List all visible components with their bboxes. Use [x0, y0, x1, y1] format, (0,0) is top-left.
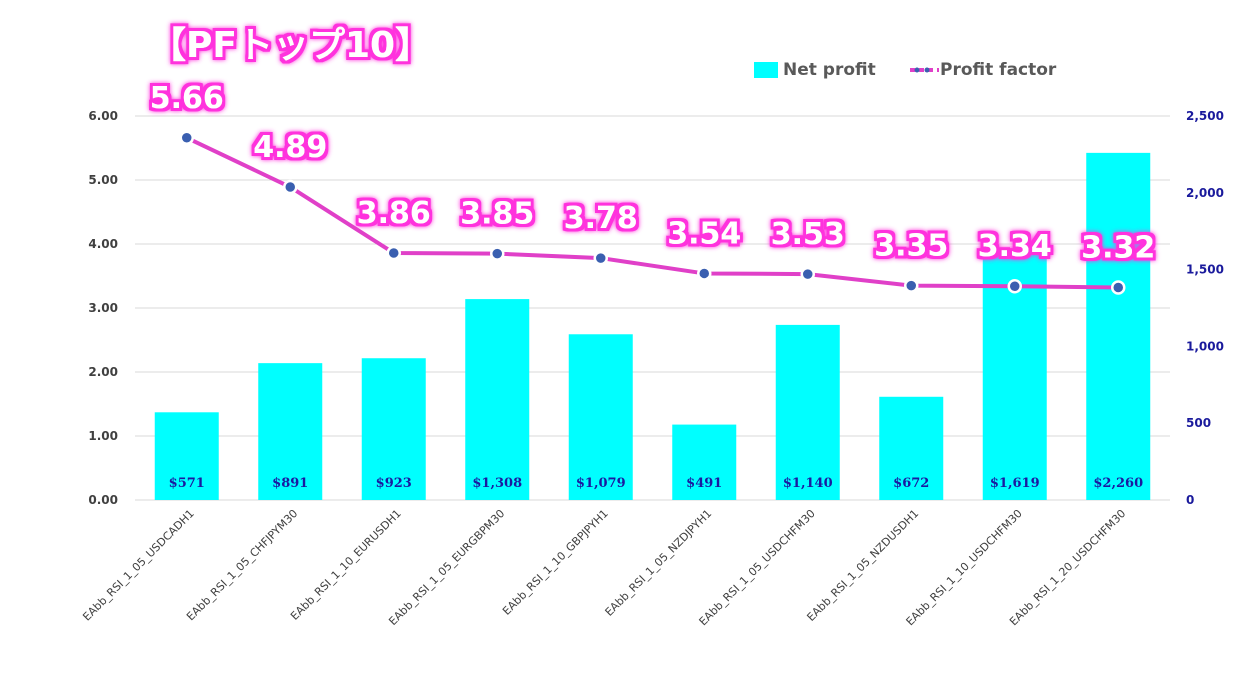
net-profit-data-label: $1,619	[990, 476, 1040, 491]
net-profit-bar	[672, 424, 737, 500]
profit-factor-data-label: 4.89	[253, 130, 327, 165]
legend-profit-factor-label: Profit factor	[940, 60, 1057, 80]
net-profit-data-label: $672	[893, 476, 929, 491]
profit-factor-point	[386, 245, 401, 261]
profit-factor-point	[283, 179, 298, 195]
profit-factor-data-label: 3.85	[460, 197, 534, 232]
left-axis-tick-label: 1.00	[88, 429, 118, 443]
profit-factor-point	[697, 266, 712, 281]
right-axis-tick-label: 500	[1186, 416, 1211, 430]
profit-factor-labels: 5.66 4.89 3.86 3.85 3.78 3.54 3.53 3.35 3.34 3.32	[150, 81, 1156, 266]
net-profit-data-label: $891	[272, 476, 308, 491]
net-profit-bar	[154, 412, 219, 500]
left-axis-tick-label: 4.00	[88, 237, 118, 251]
profit-factor-data-label: 3.35	[874, 229, 948, 264]
net-profit-bar	[1086, 152, 1151, 500]
net-profit-data-label: $1,140	[783, 476, 833, 491]
profit-factor-data-label: 3.32	[1081, 231, 1155, 266]
profit-factor-line	[179, 130, 1126, 295]
chart-title: 【PFトップ10】	[150, 25, 431, 66]
category-label: EAbb_RSI_1_10_GBPJPYH1	[500, 507, 611, 618]
left-axis: 0.00 1.00 2.00 3.00 4.00 5.00 6.00	[88, 109, 118, 507]
profit-factor-point	[904, 278, 919, 293]
right-axis-tick-label: 2,500	[1186, 109, 1224, 123]
net-profit-bar	[879, 396, 944, 500]
category-label: EAbb_RSI_1_10_USDCHFM30	[904, 507, 1025, 628]
category-label: EAbb_RSI_1_10_EURUSDH1	[288, 507, 404, 623]
net-profit-bar	[465, 299, 530, 500]
net-profit-bar	[361, 358, 426, 500]
category-label: EAbb_RSI_1_05_EURGBPM30	[386, 507, 507, 628]
profit-factor-point	[593, 250, 608, 266]
net-profit-bar	[258, 363, 323, 500]
category-label: EAbb_RSI_1_05_NZDUSDH1	[804, 507, 921, 624]
profit-factor-point	[490, 246, 505, 261]
left-axis-tick-label: 5.00	[88, 173, 118, 187]
net-profit-data-label: $923	[376, 476, 412, 491]
category-label: EAbb_RSI_1_05_USDCHFM30	[697, 507, 818, 628]
category-label: EAbb_RSI_1_05_CHFJPYM30	[184, 507, 300, 623]
net-profit-bars	[154, 152, 1151, 500]
net-profit-data-label: $2,260	[1093, 476, 1143, 491]
profit-factor-series-line	[185, 135, 1119, 290]
net-profit-labels: $571 $891 $923 $1,308 $1,079 $491 $1,140 $672 $1…	[169, 476, 1143, 491]
category-label: EAbb_RSI_1_05_USDCADH1	[80, 507, 197, 624]
net-profit-data-label: $1,079	[576, 476, 626, 491]
legend-net-profit-label: Net profit	[783, 60, 876, 80]
legend-profit-factor-swatch	[910, 67, 939, 73]
category-label: EAbb_RSI_1_05_NZDJPYH1	[603, 507, 715, 619]
profit-factor-point	[1111, 280, 1126, 295]
left-axis-tick-label: 2.00	[88, 365, 118, 379]
net-profit-data-label: $1,308	[472, 476, 522, 491]
profit-factor-data-label: 3.86	[357, 196, 431, 231]
legend-net-profit-swatch	[754, 62, 778, 78]
left-axis-tick-label: 6.00	[88, 109, 118, 123]
net-profit-data-label: $491	[686, 476, 722, 491]
net-profit-data-label: $571	[169, 476, 205, 491]
right-axis-tick-label: 0	[1186, 493, 1194, 507]
net-profit-bar	[775, 324, 840, 500]
profit-factor-data-label: 3.54	[667, 216, 741, 251]
left-axis-tick-label: 0.00	[88, 493, 118, 507]
profit-factor-data-label: 3.34	[978, 229, 1052, 264]
category-label: EAbb_RSI_1_20_USDCHFM30	[1007, 507, 1128, 628]
profit-factor-data-label: 3.78	[564, 201, 638, 236]
right-axis-tick-label: 1,500	[1186, 263, 1224, 277]
left-axis-tick-label: 3.00	[88, 301, 118, 315]
category-labels: EAbb_RSI_1_05_USDCADH1EAbb_RSI_1_05_CHFJ…	[80, 507, 1128, 628]
right-axis-tick-label: 1,000	[1186, 339, 1224, 353]
profit-factor-data-label: 5.66	[150, 81, 224, 116]
profit-factor-data-label: 3.53	[771, 217, 845, 252]
profit-factor-point	[800, 266, 815, 282]
legend: Net profit Profit factor	[754, 60, 1057, 80]
net-profit-bar	[568, 334, 633, 500]
profit-factor-point	[179, 130, 194, 146]
right-axis: 0 500 1,000 1,500 2,000 2,500	[1186, 109, 1224, 507]
profit-factor-point	[1007, 278, 1022, 294]
right-axis-tick-label: 2,000	[1186, 186, 1224, 200]
